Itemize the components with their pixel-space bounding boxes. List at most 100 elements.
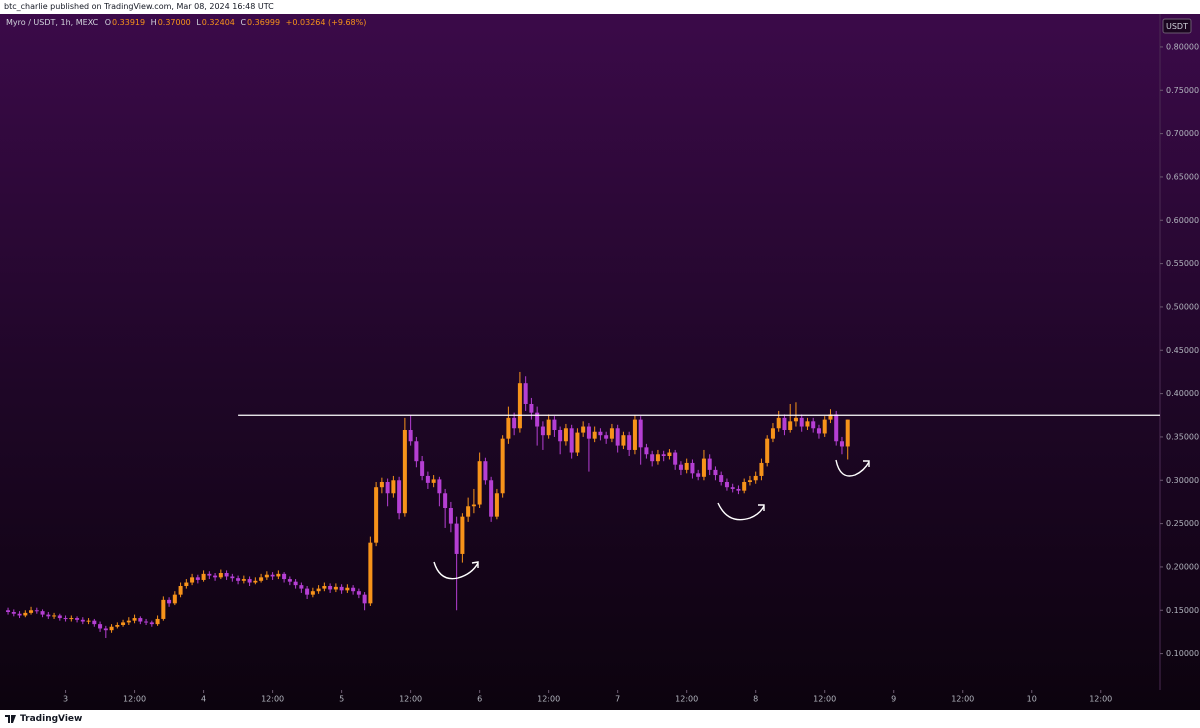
- candle-body: [540, 426, 545, 436]
- candle-body: [40, 611, 45, 615]
- candle-body: [690, 462, 695, 474]
- candle-body: [558, 430, 563, 442]
- ohlc-readout: Myro / USDT, 1h, MEXC O0.33919 H0.37000 …: [6, 18, 369, 27]
- candle-body: [644, 447, 649, 455]
- candle-body: [535, 412, 540, 427]
- candle-body: [431, 479, 436, 483]
- candle-body: [167, 599, 172, 604]
- candle-body: [638, 419, 643, 448]
- candle-body: [282, 573, 287, 580]
- candle-body: [563, 428, 568, 442]
- candle-body: [793, 417, 798, 422]
- candle-body: [402, 430, 407, 514]
- candle-body: [569, 428, 574, 453]
- candle-body: [661, 454, 666, 456]
- brand: TradingView: [20, 714, 83, 724]
- candle-body: [443, 493, 448, 508]
- candle-body: [149, 622, 154, 625]
- y-tick-label: 0.25000: [1166, 519, 1199, 528]
- candle-body: [46, 614, 51, 617]
- y-tick-label: 0.15000: [1166, 606, 1199, 615]
- candle-body: [673, 452, 678, 465]
- arrow-head: [471, 561, 479, 568]
- publish-header: btc_charlie published on TradingView.com…: [0, 0, 1200, 14]
- y-tick-label: 0.60000: [1166, 216, 1199, 225]
- candle-body: [224, 573, 229, 577]
- x-tick-label: 10: [1027, 695, 1037, 704]
- candle-body: [351, 587, 356, 592]
- candle-body: [75, 618, 80, 620]
- candle-body: [293, 581, 298, 586]
- candle-body: [6, 610, 11, 612]
- x-tick-label: 12:00: [675, 695, 698, 704]
- logo: [5, 715, 16, 723]
- candle-body: [69, 618, 74, 620]
- candle-body: [667, 452, 672, 456]
- candle-body: [253, 580, 258, 583]
- candle-body: [678, 464, 683, 470]
- x-tick-label: 3: [63, 695, 68, 704]
- candle-body: [604, 435, 609, 439]
- candle-body: [109, 626, 114, 631]
- arrow: [835, 459, 870, 477]
- candle-body: [420, 461, 425, 476]
- high-value: 0.37000: [157, 18, 191, 27]
- candle-body: [276, 573, 281, 577]
- candle-body: [115, 625, 120, 627]
- currency-label: USDT: [1166, 22, 1188, 31]
- y-tick-label: 0.70000: [1166, 129, 1199, 138]
- low-label: L: [196, 18, 201, 27]
- candle-body: [471, 504, 476, 507]
- candle-body: [529, 404, 534, 413]
- candle-body: [80, 619, 85, 622]
- candle-body: [845, 419, 850, 447]
- candle-body: [121, 622, 126, 625]
- y-tick-label: 0.65000: [1166, 172, 1199, 181]
- candle-body: [834, 414, 839, 442]
- footer: TradingView: [0, 710, 1200, 728]
- candle-body: [546, 419, 551, 436]
- candle-body: [316, 588, 321, 592]
- open-value: 0.33919: [112, 18, 146, 27]
- candle-body: [448, 508, 453, 524]
- candle-body: [385, 482, 390, 494]
- candle-body: [29, 610, 34, 613]
- candle-body: [460, 516, 465, 554]
- candle-body: [356, 591, 361, 595]
- candle-body: [598, 431, 603, 436]
- candle-body: [839, 441, 844, 447]
- candle-body: [650, 454, 655, 462]
- y-tick-label: 0.55000: [1166, 259, 1199, 268]
- x-tick-label: 9: [891, 695, 896, 704]
- candle-body: [305, 588, 310, 595]
- arrow: [433, 561, 479, 580]
- candle-body: [747, 480, 752, 482]
- x-tick-label: 7: [615, 695, 620, 704]
- candle-body: [138, 618, 143, 622]
- chart-background: [0, 14, 1200, 710]
- candle-body: [621, 435, 626, 446]
- candle-body: [57, 615, 62, 619]
- candle-body: [782, 417, 787, 430]
- candle-body: [333, 586, 338, 590]
- candle-body: [816, 428, 821, 434]
- candle-body: [753, 475, 758, 481]
- candle-body: [506, 417, 511, 439]
- candle-body: [374, 487, 379, 543]
- candle-body: [178, 586, 183, 595]
- annotation-arrows: [433, 459, 870, 580]
- candle-body: [322, 586, 327, 589]
- candle-body: [776, 417, 781, 429]
- candle-body: [310, 591, 315, 595]
- candle-body: [494, 493, 499, 517]
- candle-body: [765, 438, 770, 463]
- candle-body: [391, 480, 396, 494]
- candle-body: [86, 620, 91, 622]
- candle-body: [241, 579, 246, 581]
- candle-body: [736, 488, 741, 491]
- candle-body: [684, 462, 689, 470]
- candle-body: [437, 479, 442, 494]
- candle-body: [17, 613, 22, 616]
- y-tick-label: 0.10000: [1166, 649, 1199, 658]
